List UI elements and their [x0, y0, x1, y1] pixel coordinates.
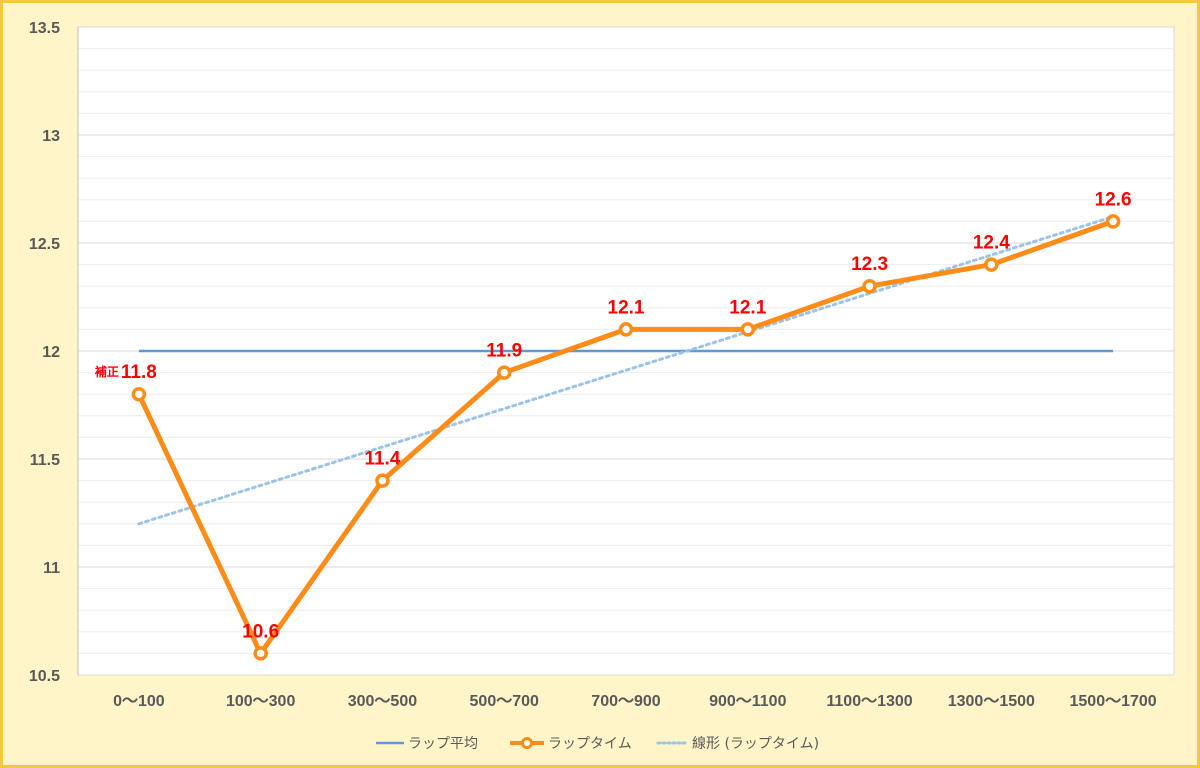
- x-tick-label: 1100～1300: [826, 693, 912, 710]
- x-tick-label: 500～700: [470, 693, 539, 710]
- x-tick-label: 900～1100: [709, 693, 787, 710]
- y-tick-label: 12: [42, 344, 60, 361]
- lap-time-point: [496, 365, 512, 380]
- x-tick-label: 700～900: [591, 693, 660, 710]
- x-tick-label: 1300～1500: [948, 693, 1035, 710]
- y-tick-label: 10.5: [29, 668, 60, 685]
- lap-time-point: [862, 278, 877, 294]
- data-label: 12.3: [851, 254, 888, 275]
- annotation-label: 補正: [94, 364, 119, 379]
- legend-label-lap-average: ラップ平均: [408, 736, 478, 752]
- data-label: 12.1: [729, 297, 766, 318]
- lap-time-point: [984, 257, 999, 272]
- data-label: 10.6: [242, 621, 279, 642]
- lap-time-point: [253, 646, 268, 661]
- series-line-linear-trend: [137, 215, 1115, 526]
- x-tick-label: 100～300: [226, 693, 295, 710]
- y-tick-label: 12.5: [29, 236, 60, 253]
- data-label: 12.1: [608, 297, 645, 318]
- data-label: 11.4: [364, 449, 400, 470]
- y-tick-label: 11.5: [30, 452, 60, 469]
- x-tick-label: 0～100: [113, 693, 165, 710]
- data-label: 12.6: [1095, 189, 1132, 210]
- lap-time-point: [1105, 214, 1121, 229]
- legend-label-lap-time: ラップタイム: [548, 736, 632, 752]
- lap-time-point: [740, 322, 756, 337]
- x-tick-label: 1500～1700: [1070, 693, 1157, 710]
- legend-marker-lap-time: [521, 737, 533, 749]
- data-label: 11.9: [486, 341, 522, 362]
- lap-time-point: [375, 473, 390, 488]
- data-label: 12.4: [973, 233, 1010, 254]
- lap-time-point: [131, 386, 147, 402]
- data-label: 11.8: [121, 362, 157, 383]
- legend-label-linear-trend: 線形 (ラップタイム): [692, 736, 819, 752]
- y-tick-label: 11: [43, 560, 60, 577]
- x-tick-label: 300～500: [348, 693, 417, 710]
- y-tick-label: 13.5: [29, 20, 60, 37]
- lap-time-point: [618, 322, 634, 337]
- y-tick-label: 13: [42, 128, 60, 145]
